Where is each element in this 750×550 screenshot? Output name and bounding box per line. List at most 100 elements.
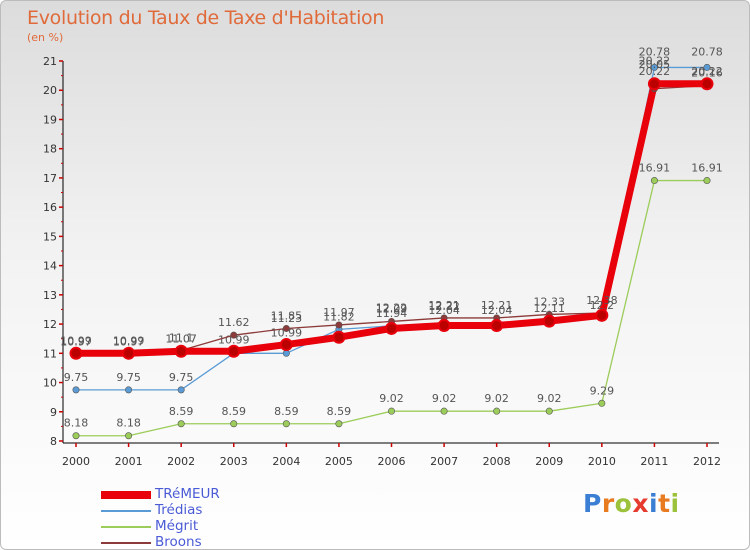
data-point (598, 399, 606, 407)
data-point (542, 314, 556, 328)
x-tick-label: 2011 (640, 455, 668, 468)
legend-swatch (101, 491, 151, 499)
legend-label: Trédias (155, 502, 203, 518)
data-label: 12.04 (428, 304, 460, 317)
data-point (700, 77, 714, 91)
legend-label: Mégrit (155, 518, 199, 534)
data-label: 9.75 (169, 371, 194, 384)
x-tick-label: 2002 (167, 455, 195, 468)
logo-letter: i (670, 489, 680, 518)
data-point (282, 324, 290, 332)
data-label: 12.04 (481, 304, 513, 317)
logo-letter: x (632, 489, 649, 518)
overlap-data-label: 11.07 (165, 332, 197, 345)
data-point (69, 346, 83, 360)
data-point (122, 346, 136, 360)
data-label: 20.78 (639, 45, 671, 58)
data-point (72, 386, 80, 394)
data-point (125, 432, 133, 440)
data-point (282, 349, 290, 357)
data-label: 11.82 (323, 310, 355, 323)
data-label: 8.59 (327, 405, 352, 418)
data-label: 12.38 (586, 294, 618, 307)
logo-letter: t (658, 489, 671, 518)
data-label: 8.59 (222, 405, 247, 418)
data-label: 12.11 (534, 302, 566, 315)
logo-letter: r (601, 489, 615, 518)
data-point (437, 319, 451, 333)
chart-title: Evolution du Taux de Taxe d'Habitation (27, 7, 385, 29)
overlap-data-label: 20.22 (639, 55, 671, 68)
data-label: 8.59 (169, 405, 194, 418)
data-label: 11.97 (323, 306, 355, 319)
y-tick-label: 13 (43, 289, 57, 302)
legend-swatch (101, 510, 151, 512)
data-label: 12.21 (481, 299, 513, 312)
y-tick-label: 11 (43, 347, 57, 360)
data-label: 12.21 (428, 299, 460, 312)
data-point (703, 177, 711, 185)
data-label: 11.62 (218, 316, 250, 329)
x-tick-label: 2006 (378, 455, 406, 468)
data-point (332, 330, 346, 344)
data-point (545, 407, 553, 415)
y-tick-label: 15 (43, 230, 57, 243)
y-tick-label: 17 (43, 172, 57, 185)
data-point (177, 420, 185, 428)
data-label: 12.09 (376, 302, 408, 315)
data-label: 20.22 (639, 65, 671, 78)
data-label: 20.22 (691, 65, 723, 78)
x-tick-label: 2012 (693, 455, 721, 468)
overlap-data-label: 10.99 (218, 333, 250, 346)
series-points (69, 63, 714, 440)
data-label: 9.02 (484, 392, 509, 405)
overlap-data-label: 12.22 (428, 300, 460, 313)
data-label: 20.78 (691, 45, 723, 58)
legend-label: TRéMEUR (155, 486, 220, 502)
data-point (72, 432, 80, 440)
y-tick-label: 14 (43, 260, 57, 273)
data-point (703, 63, 711, 71)
y-tick-label: 19 (43, 113, 57, 126)
data-point (227, 344, 241, 358)
data-label: 8.59 (274, 405, 299, 418)
chart-subtitle: (en %) (27, 31, 64, 44)
data-point (174, 344, 188, 358)
data-point (230, 420, 238, 428)
logo-letter: i (649, 489, 659, 518)
legend-swatch (101, 542, 151, 544)
legend-swatch (101, 526, 151, 528)
data-label: 8.18 (64, 417, 89, 430)
overlap-data-label: 10.97 (60, 335, 92, 348)
data-label: 16.91 (691, 162, 723, 175)
data-point (385, 321, 398, 335)
x-tick-label: 2004 (272, 455, 300, 468)
data-point (279, 338, 293, 352)
y-tick-label: 18 (43, 143, 57, 156)
x-tick-label: 2000 (62, 455, 90, 468)
logo-letter: P (583, 489, 602, 518)
overlap-data-label: 11.23 (271, 312, 303, 325)
data-point (335, 420, 343, 428)
data-label: 12.2 (590, 299, 615, 312)
legend-label: Broons (155, 534, 202, 550)
data-label: 11.94 (376, 307, 408, 320)
data-label: 16.91 (639, 162, 671, 175)
proxiti-logo: Proxiti (583, 489, 680, 518)
data-label: 8.18 (116, 417, 141, 430)
data-label: 9.75 (64, 371, 89, 384)
data-point (125, 386, 133, 394)
data-point (440, 407, 448, 415)
x-tick-label: 2005 (325, 455, 353, 468)
overlap-data-label: 10.97 (113, 335, 145, 348)
axes: 8 9 10 11 12 13 14 15 16 17 18 19 20 21 2000 2001 2002 20… (43, 55, 721, 468)
data-label: 11.1 (169, 331, 194, 344)
y-tick-label: 8 (50, 435, 57, 448)
data-point (387, 407, 395, 415)
data-point (335, 321, 343, 329)
y-tick-label: 21 (43, 55, 57, 68)
